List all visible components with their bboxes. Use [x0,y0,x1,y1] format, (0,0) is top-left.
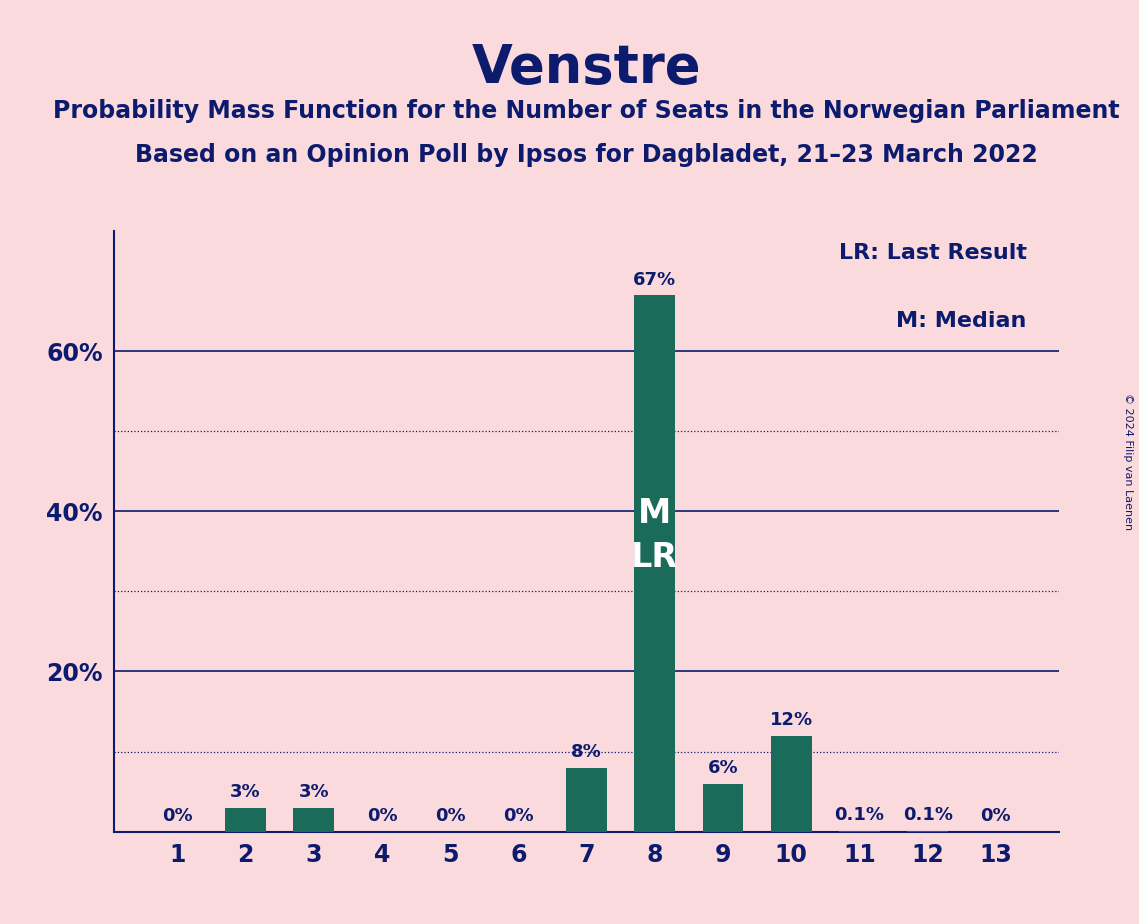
Text: 67%: 67% [633,271,677,288]
Text: Venstre: Venstre [472,42,702,93]
Text: Based on an Opinion Poll by Ipsos for Dagbladet, 21–23 March 2022: Based on an Opinion Poll by Ipsos for Da… [136,143,1038,167]
Text: 0.1%: 0.1% [902,807,952,824]
Text: 3%: 3% [230,784,261,801]
Text: 8%: 8% [572,743,601,761]
Text: 12%: 12% [770,711,813,729]
Text: 6%: 6% [707,760,738,777]
Text: 0%: 0% [503,808,534,825]
Text: M
LR: M LR [631,497,679,574]
Bar [703,784,744,832]
Text: 3%: 3% [298,784,329,801]
Bar [226,808,267,832]
Text: M: Median: M: Median [896,311,1026,331]
Text: Probability Mass Function for the Number of Seats in the Norwegian Parliament: Probability Mass Function for the Number… [54,99,1120,123]
Bar [293,808,334,832]
Text: 0%: 0% [981,808,1011,825]
Bar [566,768,607,832]
Text: LR: Last Result: LR: Last Result [838,243,1026,263]
Text: 0%: 0% [162,808,192,825]
Text: 0.1%: 0.1% [835,807,884,824]
Text: 0%: 0% [435,808,466,825]
Text: © 2024 Filip van Laenen: © 2024 Filip van Laenen [1123,394,1133,530]
Bar [634,295,675,832]
Bar [771,736,812,832]
Text: 0%: 0% [367,808,398,825]
